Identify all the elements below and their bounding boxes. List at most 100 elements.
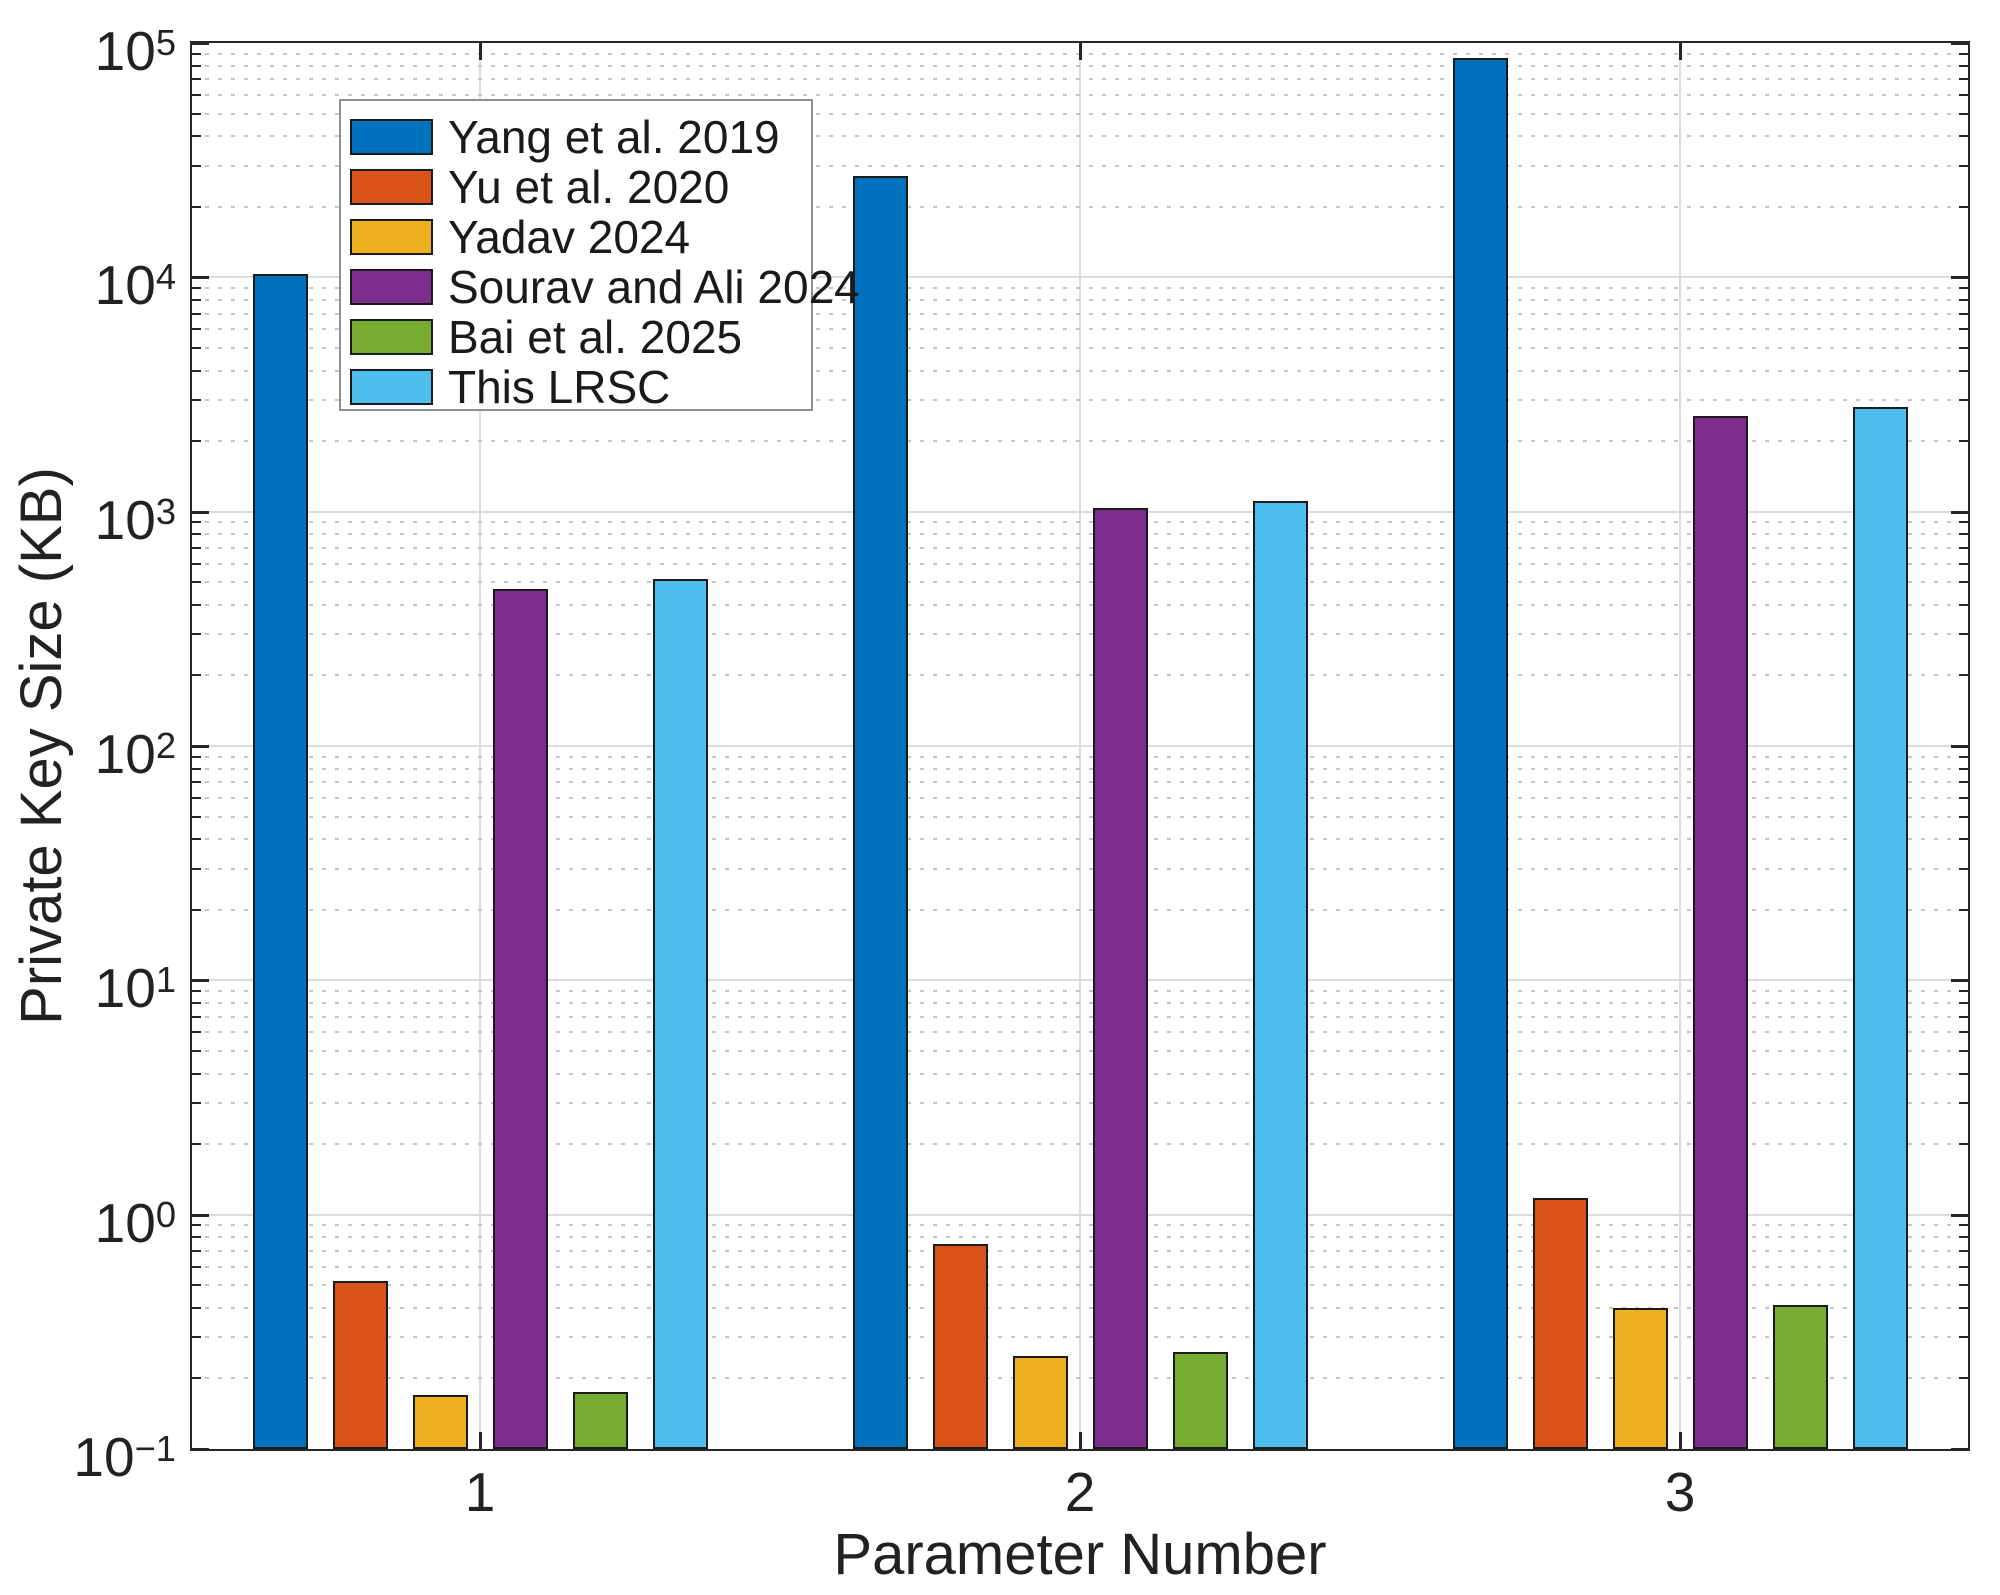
legend-swatch [350, 269, 433, 305]
y-minor-gridline [192, 1101, 1968, 1104]
y-major-tick [192, 745, 209, 748]
y-minor-gridline [192, 674, 1968, 677]
y-minor-gridline [192, 369, 1968, 372]
y-minor-tick [192, 908, 201, 911]
y-minor-gridline [192, 838, 1968, 841]
y-minor-tick [192, 1049, 201, 1052]
y-minor-gridline [192, 346, 1968, 349]
y-minor-gridline [192, 135, 1968, 138]
legend-swatch [350, 219, 433, 255]
y-minor-tick [1959, 398, 1968, 401]
y-minor-tick [192, 398, 201, 401]
y-major-tick [192, 510, 209, 514]
y-minor-gridline [192, 990, 1968, 993]
y-minor-gridline [192, 1284, 1968, 1287]
y-minor-gridline [192, 93, 1968, 96]
y-major-tick [192, 42, 209, 45]
y-axis-label: Private Key Size (KB) [9, 467, 74, 1025]
y-minor-tick [192, 1377, 201, 1380]
y-minor-tick [192, 533, 201, 536]
y-minor-tick [192, 1143, 201, 1146]
y-tick-label: 100 [94, 1191, 176, 1254]
x-major-tick [1679, 43, 1682, 60]
y-major-gridline [192, 1213, 1968, 1216]
y-minor-tick [1959, 815, 1968, 818]
y-minor-gridline [192, 112, 1968, 115]
y-minor-tick [192, 1101, 201, 1104]
y-minor-tick [1959, 796, 1968, 799]
y-minor-gridline [192, 1377, 1968, 1380]
y-minor-tick [1959, 1336, 1968, 1339]
y-major-gridline [192, 510, 1968, 513]
y-minor-gridline [192, 64, 1968, 67]
y-tick-label: 105 [94, 20, 176, 83]
y-minor-tick [1959, 1101, 1968, 1104]
y-minor-tick [1959, 781, 1968, 784]
y-minor-gridline [192, 781, 1968, 784]
y-tick-label: 104 [94, 254, 176, 317]
x-axis-label: Parameter Number [833, 1522, 1327, 1587]
y-major-tick [1951, 510, 1968, 514]
y-minor-tick [192, 164, 201, 167]
y-minor-tick [1959, 346, 1968, 349]
y-minor-gridline [192, 1224, 1968, 1227]
bar-this-lrsc-group2 [1252, 501, 1308, 1449]
y-minor-tick [1959, 674, 1968, 677]
y-minor-tick [192, 299, 201, 302]
bar-bai-et-al-2025-group3 [1772, 1305, 1828, 1449]
y-minor-tick [1959, 838, 1968, 841]
bar-sourav-and-ali-2024-group2 [1092, 507, 1148, 1449]
y-minor-tick [1959, 64, 1968, 67]
y-minor-tick [1959, 546, 1968, 549]
y-major-gridline [192, 745, 1968, 747]
y-minor-tick [1959, 521, 1968, 524]
y-minor-tick [1959, 1002, 1968, 1005]
y-minor-tick [192, 521, 201, 524]
y-minor-gridline [192, 328, 1968, 331]
y-minor-tick [1959, 755, 1968, 758]
x-major-tick [1079, 1432, 1082, 1449]
y-minor-tick [192, 312, 201, 315]
y-minor-tick [192, 546, 201, 549]
legend-entry: Yadav 2024 [341, 212, 811, 262]
y-minor-gridline [192, 533, 1968, 536]
y-minor-gridline [192, 1236, 1968, 1239]
bar-yang-et-al-2019-group2 [852, 176, 908, 1449]
y-minor-tick [1959, 1306, 1968, 1309]
y-minor-tick [192, 767, 201, 770]
y-minor-gridline [192, 78, 1968, 81]
y-minor-tick [1959, 633, 1968, 636]
bar-sourav-and-ali-2024-group1 [492, 588, 548, 1449]
y-minor-tick [192, 867, 201, 870]
y-minor-tick [192, 1015, 201, 1018]
y-minor-tick [192, 633, 201, 636]
bar-yang-et-al-2019-group1 [252, 274, 308, 1449]
x-tick-label: 1 [464, 1461, 496, 1523]
y-minor-gridline [192, 755, 1968, 758]
y-major-gridline [192, 276, 1968, 279]
y-minor-gridline [192, 767, 1968, 770]
y-minor-gridline [192, 562, 1968, 565]
y-minor-tick [192, 205, 201, 208]
y-minor-tick [1959, 312, 1968, 315]
y-minor-tick [192, 755, 201, 758]
y-minor-gridline [192, 1249, 1968, 1252]
bar-yadav-2024-group2 [1012, 1355, 1068, 1449]
y-minor-gridline [192, 546, 1968, 549]
y-minor-tick [1959, 990, 1968, 993]
legend: Yang et al. 2019 Yu et al. 2020 Yadav 2024… [339, 99, 860, 412]
y-minor-tick [192, 781, 201, 784]
y-minor-tick [192, 112, 201, 115]
y-minor-gridline [192, 398, 1968, 401]
y-major-tick [192, 979, 209, 983]
y-minor-tick [192, 1284, 201, 1287]
y-minor-tick [1959, 908, 1968, 911]
y-minor-tick [192, 990, 201, 993]
y-minor-tick [1959, 93, 1968, 96]
y-minor-gridline [192, 312, 1968, 315]
bar-yadav-2024-group1 [412, 1394, 468, 1449]
y-minor-tick [1959, 299, 1968, 302]
y-major-tick [1951, 1213, 1968, 1217]
y-minor-gridline [192, 205, 1968, 208]
